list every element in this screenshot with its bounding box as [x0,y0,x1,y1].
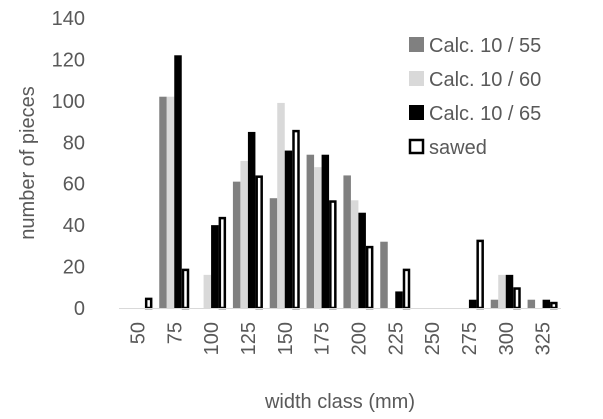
bar [159,96,167,308]
bar [174,55,182,309]
legend-item: sawed [408,137,487,159]
bar [476,239,484,310]
bar [395,291,403,308]
x-tick-label: 125 [238,322,260,355]
bar [527,299,536,308]
legend: Calc. 10 / 55 Calc. 10 / 60 Calc. 10 / 65 s… [408,35,541,159]
bars [144,55,558,310]
bar [292,129,300,310]
y-tick-label: 40 [63,215,85,237]
bar [166,96,175,308]
y-tick-label: 80 [63,132,85,154]
bar [306,154,315,308]
x-tick-label: 75 [164,322,186,344]
bar [232,181,241,308]
bar [277,102,285,308]
bar [218,216,227,310]
bar [284,150,293,308]
y-tick-label: 140 [52,8,85,30]
x-tick-label: 50 [127,322,149,344]
legend-label: Calc. 10 / 65 [429,103,541,125]
x-tick-label: 250 [422,322,444,355]
x-tick-label: 275 [459,322,481,355]
bar [181,268,190,310]
bar [211,225,219,308]
bar [498,274,506,308]
legend-swatch [409,37,424,52]
bar [329,200,337,310]
legend-swatch [409,71,424,86]
bar [490,299,499,308]
bar [255,175,263,310]
bar [203,274,212,308]
x-tick-label: 150 [275,322,297,355]
bar [402,268,411,310]
y-tick-label: 0 [74,298,85,320]
x-tick-label: 200 [348,322,370,355]
bar [513,287,521,310]
bar [365,245,374,310]
x-tick-label: 225 [385,322,407,355]
x-tick-label: 300 [496,322,518,355]
legend-swatch [408,138,425,155]
legend-label: Calc. 10 / 60 [429,69,541,91]
legend-item: Calc. 10 / 60 [409,69,541,91]
y-tick-label: 60 [63,174,85,196]
bar [550,301,558,310]
x-axis-ticks: 50 75 100 125 150 175 200 225 250 275 300 325 [127,322,554,355]
bar [468,299,477,308]
bar [269,198,278,308]
bar [247,131,256,308]
y-axis-label: number of pieces [17,86,39,239]
legend-item: Calc. 10 / 55 [409,35,541,57]
legend-label: sawed [429,137,487,159]
x-tick-label: 100 [201,322,223,355]
bar [542,299,551,308]
legend-label: Calc. 10 / 55 [429,35,541,57]
x-axis-label: width class (mm) [264,391,415,413]
y-tick-label: 20 [63,257,85,279]
bar [358,212,366,308]
bar [240,160,248,308]
bar [314,167,322,308]
y-tick-label: 120 [52,49,85,71]
bar [343,175,351,308]
legend-swatch [409,105,424,120]
x-tick-label: 175 [312,322,334,355]
y-axis-ticks: 0 20 40 60 80 100 120 140 [52,8,85,320]
bar [144,297,153,310]
bar [350,200,359,308]
bar [380,241,388,308]
x-tick-label: 325 [533,322,555,355]
bar [505,274,514,308]
bar [321,154,330,308]
legend-item: Calc. 10 / 65 [409,103,541,125]
y-tick-label: 100 [52,91,85,113]
